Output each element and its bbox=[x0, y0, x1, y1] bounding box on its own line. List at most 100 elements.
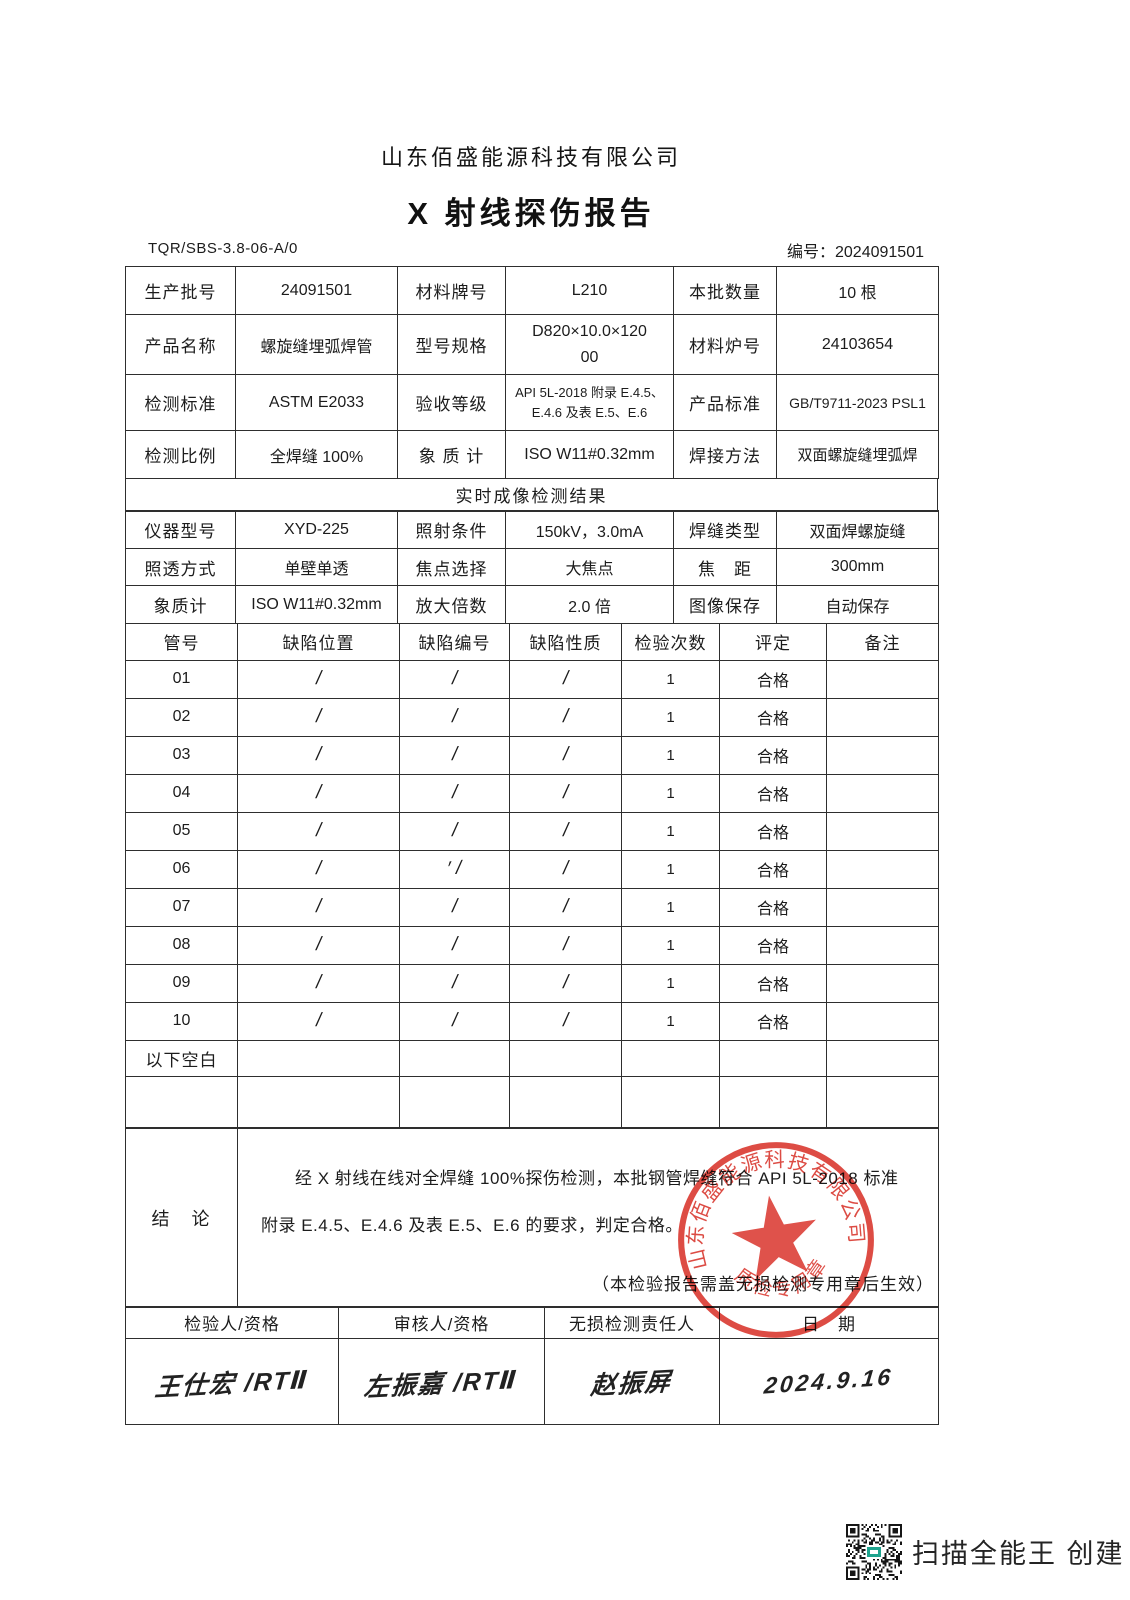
defect-cell: / bbox=[399, 773, 510, 813]
field-label: 图像保存 bbox=[673, 585, 777, 625]
defect-cell: 1 bbox=[621, 849, 720, 889]
field-label: 仪器型号 bbox=[125, 510, 236, 550]
table-row: 检测比例 全焊缝 100% 象 质 计 ISO W11#0.32mm 焊接方法 … bbox=[125, 430, 939, 480]
empty-cell bbox=[826, 1039, 939, 1077]
defect-cell: / bbox=[509, 887, 622, 927]
verdict-cell: 合格 bbox=[719, 811, 827, 851]
reviewer-signature: 左振嘉 /RTⅡ bbox=[338, 1338, 545, 1426]
field-value: ISO W11#0.32mm bbox=[235, 585, 398, 625]
field-value: XYD-225 bbox=[235, 510, 398, 550]
empty-cell bbox=[826, 1075, 939, 1129]
pipe-no: 06 bbox=[125, 849, 238, 889]
table-row: 检测标准 ASTM E2033 验收等级 API 5L-2018 附录 E.4.… bbox=[125, 374, 939, 432]
field-value: L210 bbox=[505, 266, 674, 316]
conclusion-text: 经 X 射线在线对全焊缝 100%探伤检测，本批钢管焊缝符合 API 5L-20… bbox=[261, 1169, 899, 1236]
pipe-no: 04 bbox=[125, 773, 238, 813]
empty-cell bbox=[719, 1039, 827, 1077]
defect-cell: / bbox=[509, 1001, 622, 1041]
field-value: D820×10.0×12000 bbox=[505, 314, 674, 376]
remark-cell bbox=[826, 963, 939, 1003]
defect-cell: / bbox=[399, 925, 510, 965]
field-label: 放大倍数 bbox=[397, 585, 506, 625]
defect-cell: / bbox=[399, 887, 510, 927]
table-row: 象质计 ISO W11#0.32mm 放大倍数 2.0 倍 图像保存 自动保存 bbox=[125, 585, 939, 625]
report-number: 编号：2024091501 bbox=[787, 244, 924, 261]
defect-cell: / bbox=[399, 659, 510, 699]
pipe-no: 09 bbox=[125, 963, 238, 1003]
field-value: ASTM E2033 bbox=[235, 374, 398, 432]
remark-cell bbox=[826, 811, 939, 851]
verdict-cell: 合格 bbox=[719, 1001, 827, 1041]
defect-cell: / bbox=[399, 735, 510, 775]
defect-cell: / bbox=[509, 811, 622, 851]
qr-finder-icon bbox=[846, 1524, 902, 1580]
defect-cell: / bbox=[509, 659, 622, 699]
defect-cell: / bbox=[399, 697, 510, 737]
defect-col-header: 管号 bbox=[125, 622, 238, 661]
stamp-star-icon bbox=[731, 1195, 816, 1280]
field-label: 照透方式 bbox=[125, 548, 236, 587]
table-row: 02 / / / 1 合格 bbox=[125, 697, 939, 737]
report-table: 生产批号 24091501 材料牌号 L210 本批数量 10 根 产品名称 螺… bbox=[125, 266, 939, 1426]
document-code: TQR/SBS-3.8-06-A/0 bbox=[148, 240, 298, 257]
defect-cell: / bbox=[509, 963, 622, 1003]
defect-cell: / bbox=[237, 659, 400, 699]
remark-cell bbox=[826, 925, 939, 965]
field-value: 单壁单透 bbox=[235, 548, 398, 587]
empty-cell bbox=[509, 1039, 622, 1077]
imaging-table: 仪器型号 XYD-225 照射条件 150kV，3.0mA 焊缝类型 双面焊螺旋… bbox=[125, 510, 939, 625]
empty-cell bbox=[399, 1075, 510, 1129]
defect-cell: 1 bbox=[621, 963, 720, 1003]
field-label: 验收等级 bbox=[397, 374, 506, 432]
defect-col-header: 备注 bbox=[826, 622, 939, 661]
pipe-no: 07 bbox=[125, 887, 238, 927]
field-value: 10 根 bbox=[776, 266, 939, 316]
field-label: 焊接方法 bbox=[673, 430, 777, 480]
stamp-subtext: 质检专用章 bbox=[728, 1251, 837, 1309]
field-label: 焦点选择 bbox=[397, 548, 506, 587]
defect-cell: 1 bbox=[621, 697, 720, 737]
table-row: 08 / / / 1 合格 bbox=[125, 925, 939, 965]
pipe-no: 03 bbox=[125, 735, 238, 775]
defect-cell: / bbox=[399, 963, 510, 1003]
report-title: X 射线探伤报告 bbox=[407, 196, 655, 231]
conclusion-note: （本检验报告需盖无损检测专用章后生效） bbox=[592, 1275, 934, 1295]
table-row: 照透方式 单壁单透 焦点选择 大焦点 焦 距 300mm bbox=[125, 548, 939, 587]
empty-cell bbox=[621, 1039, 720, 1077]
field-value: 自动保存 bbox=[776, 585, 939, 625]
defect-cell: / bbox=[237, 735, 400, 775]
svg-text:质检专用章: 质检专用章 bbox=[728, 1251, 837, 1309]
empty-cell bbox=[621, 1075, 720, 1129]
field-label: 型号规格 bbox=[397, 314, 506, 376]
signature-col-header: 审核人/资格 bbox=[338, 1306, 545, 1340]
pipe-no: 10 bbox=[125, 1001, 238, 1041]
defect-cell: / bbox=[237, 697, 400, 737]
date-handwritten: 2024.9.16 bbox=[719, 1338, 939, 1426]
pipe-no: 01 bbox=[125, 659, 238, 699]
section-banner-row: 实时成像检测结果 bbox=[125, 477, 938, 512]
field-value: 24091501 bbox=[235, 266, 398, 316]
field-label: 生产批号 bbox=[125, 266, 236, 316]
defect-col-header: 缺陷性质 bbox=[509, 622, 622, 661]
signature-col-header: 检验人/资格 bbox=[125, 1306, 339, 1340]
field-value: GB/T9711-2023 PSL1 bbox=[776, 374, 939, 432]
table-row: 05 / / / 1 合格 bbox=[125, 811, 939, 851]
conclusion-label: 结 论 bbox=[125, 1127, 238, 1309]
scanner-app-label: 扫描全能王 创建 bbox=[912, 1539, 1125, 1569]
empty-cell bbox=[237, 1039, 400, 1077]
signature-col-header: 日 期 bbox=[719, 1306, 939, 1340]
defect-cell: / bbox=[399, 1001, 510, 1041]
defect-cell: 1 bbox=[621, 887, 720, 927]
pipe-no: 08 bbox=[125, 925, 238, 965]
verdict-cell: 合格 bbox=[719, 849, 827, 889]
empty-cell bbox=[509, 1075, 622, 1129]
defect-col-header: 评定 bbox=[719, 622, 827, 661]
table-row: 生产批号 24091501 材料牌号 L210 本批数量 10 根 bbox=[125, 266, 939, 316]
field-label: 材料炉号 bbox=[673, 314, 777, 376]
empty-cell bbox=[125, 1075, 238, 1129]
field-value: 150kV，3.0mA bbox=[505, 510, 674, 550]
signature-table: 检验人/资格 审核人/资格 无损检测责任人 日 期 王仕宏 /RTⅡ 左振嘉 /… bbox=[125, 1306, 939, 1426]
field-label: 材料牌号 bbox=[397, 266, 506, 316]
table-row: 03 / / / 1 合格 bbox=[125, 735, 939, 775]
defect-cell: / bbox=[237, 849, 400, 889]
